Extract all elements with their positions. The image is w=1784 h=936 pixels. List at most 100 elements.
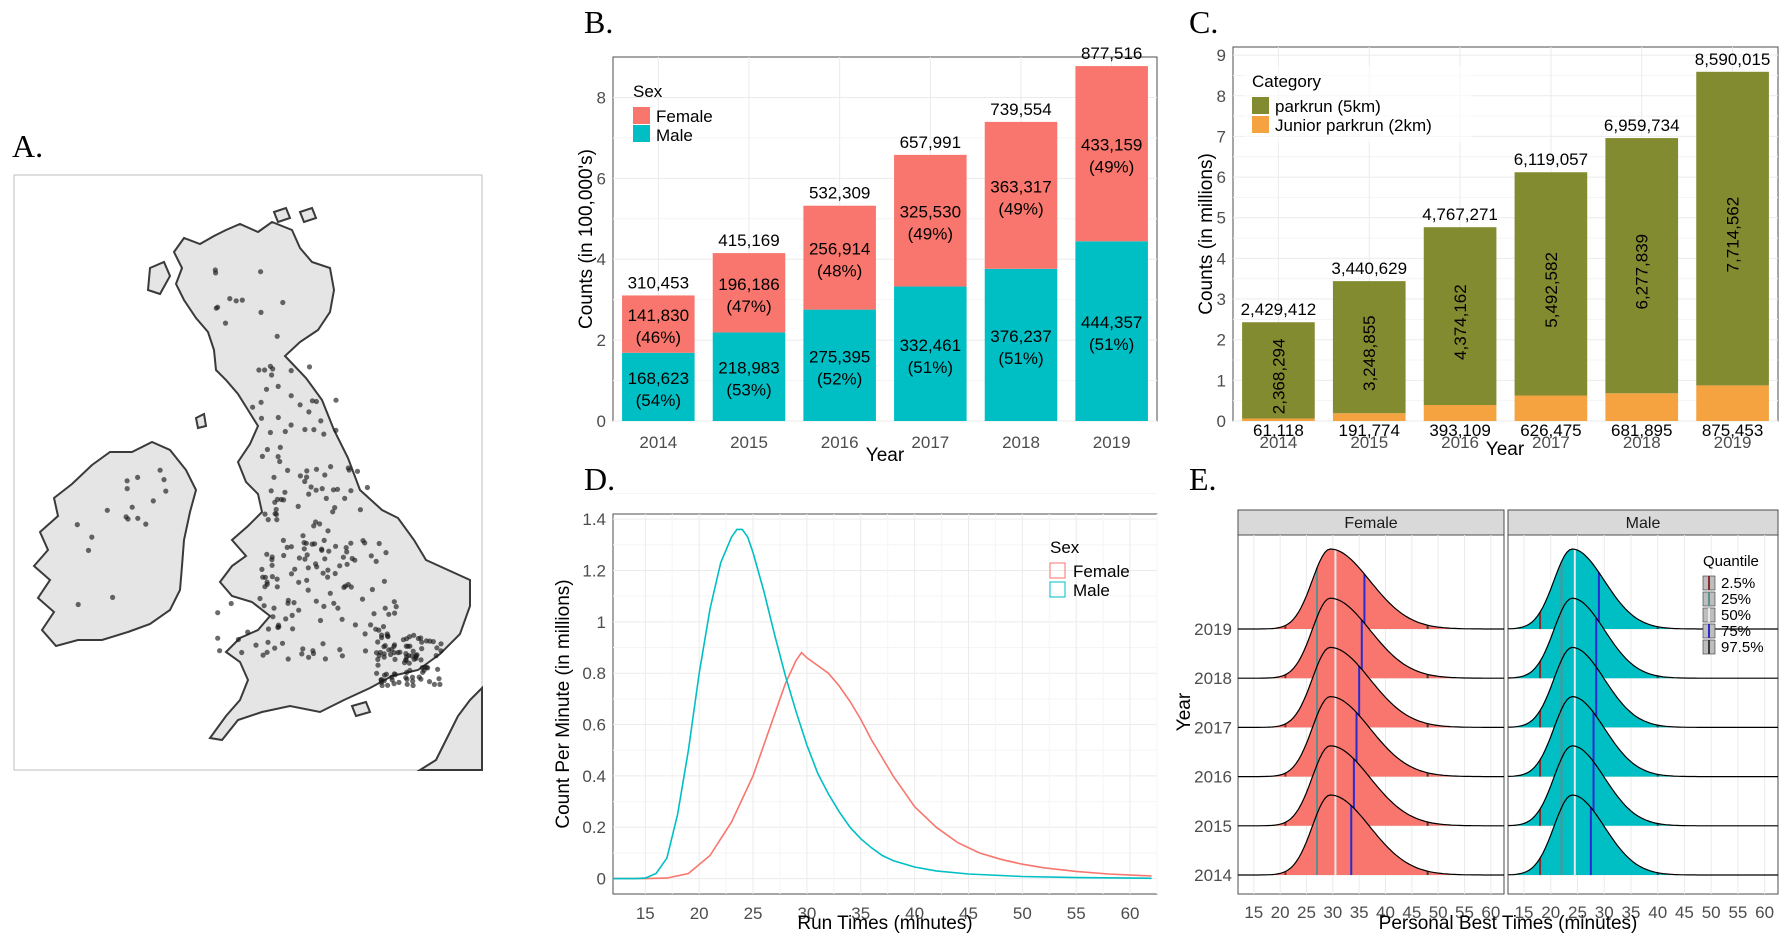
- location-dot: [261, 603, 267, 609]
- location-dot: [135, 515, 141, 521]
- y-axis-title-e: Year: [1174, 692, 1195, 731]
- bar-male-2019: [1075, 241, 1148, 421]
- ridge-outline: [1238, 646, 1504, 728]
- percent-label: (51%): [1089, 335, 1134, 354]
- y-tick-label: 2: [597, 331, 606, 350]
- x-tick-label: 15: [1515, 903, 1534, 922]
- y-tick-label: 8: [597, 88, 606, 107]
- x-tick-label: 55: [1728, 903, 1747, 922]
- y-tick-label: 2014: [1194, 866, 1232, 885]
- bar-male-2018: [984, 268, 1058, 421]
- ridge-outline: [1507, 646, 1778, 728]
- location-dot: [290, 626, 296, 632]
- location-dot: [344, 549, 350, 555]
- location-dot: [379, 682, 385, 689]
- location-dot: [319, 547, 325, 553]
- location-dot: [318, 418, 324, 424]
- location-dot: [323, 495, 329, 501]
- ridge-outline: [1507, 794, 1778, 876]
- location-dot: [296, 579, 302, 585]
- location-dot: [313, 519, 319, 525]
- location-dot: [362, 631, 368, 637]
- y-tick-label: 2017: [1194, 718, 1232, 737]
- x-tick-label: 2018: [1623, 433, 1661, 452]
- location-dot: [262, 584, 268, 590]
- location-dot: [362, 648, 369, 654]
- location-dot: [274, 517, 280, 523]
- location-dot: [368, 553, 374, 559]
- location-dot: [280, 537, 286, 544]
- y-axis-title-c: Counts (in millions): [1196, 153, 1217, 315]
- location-dot: [437, 681, 443, 688]
- percent-label: (48%): [817, 262, 862, 281]
- location-dot: [281, 497, 287, 503]
- location-dot: [288, 422, 294, 428]
- legend-title-d: Sex: [1050, 538, 1080, 557]
- location-dot: [306, 654, 312, 660]
- value-label: 433,159: [1081, 136, 1142, 155]
- ridge-outline: [1238, 548, 1504, 630]
- location-dot: [275, 454, 281, 460]
- y-tick-label: 0: [1217, 412, 1226, 431]
- location-dot: [381, 578, 387, 584]
- location-dot: [325, 574, 331, 580]
- location-dot: [104, 507, 110, 513]
- bar-junior-parkrun-2km--2016: [1423, 405, 1497, 421]
- location-dot: [310, 648, 316, 654]
- facet-label-male: Male: [1626, 515, 1661, 532]
- bars-b: 168,623 (54%) 141,830 (46%) 310,453 218,983 (5…: [622, 44, 1148, 421]
- location-dot: [384, 631, 390, 637]
- x-tick-label: 2019: [1093, 433, 1131, 452]
- percent-label: (47%): [726, 297, 771, 316]
- location-dot: [395, 650, 401, 656]
- percent-label: (51%): [908, 358, 953, 377]
- y-tick-label: 2019: [1194, 620, 1232, 639]
- location-dot: [267, 363, 273, 369]
- x-tick-label: 2015: [1350, 433, 1388, 452]
- location-dot: [364, 484, 370, 491]
- panel-label-a: A.: [12, 128, 43, 164]
- legend-label-quantile: 75%: [1721, 623, 1751, 640]
- location-dot: [269, 372, 275, 378]
- location-dot: [272, 645, 278, 651]
- x-tick-label: 50: [1429, 903, 1448, 922]
- location-dot: [282, 489, 288, 495]
- legend-swatch-female-d: [1049, 562, 1066, 579]
- y-tick-label: 1: [1217, 371, 1226, 390]
- location-dot: [348, 488, 354, 494]
- location-dot: [413, 655, 419, 662]
- location-dot: [375, 639, 381, 645]
- x-axis-title-d: Run Times (minutes): [797, 913, 972, 934]
- location-dot: [268, 488, 274, 494]
- bar-junior-parkrun-2km--2014: [1242, 418, 1315, 421]
- percent-label: (51%): [998, 349, 1043, 368]
- location-dot: [410, 678, 416, 684]
- location-dot: [386, 611, 392, 617]
- y-tick-label: 0.6: [582, 716, 606, 735]
- location-dot: [311, 523, 317, 529]
- x-tick-label: 35: [1350, 903, 1369, 922]
- location-dot: [277, 444, 283, 450]
- location-dot: [321, 431, 327, 437]
- y-tick-label: 2: [1217, 331, 1226, 350]
- location-dot: [296, 555, 302, 561]
- location-dot: [297, 473, 303, 479]
- location-dot: [282, 428, 288, 435]
- parkrun-value-label: 7,714,562: [1724, 197, 1743, 273]
- location-dot: [270, 614, 276, 620]
- location-dot: [334, 486, 341, 492]
- total-label-2014: 310,453: [628, 273, 689, 292]
- location-dot: [393, 604, 399, 610]
- location-dot: [304, 468, 310, 474]
- y-axis-title-b: Counts (in 100,000's): [576, 149, 597, 329]
- percent-label: (53%): [726, 381, 771, 400]
- location-dot: [339, 653, 345, 659]
- location-dot: [354, 468, 361, 474]
- y-tick-label: 7: [1217, 127, 1226, 146]
- junior-value-label: 393,109: [1429, 421, 1490, 440]
- location-dot: [404, 676, 410, 683]
- location-dot: [235, 636, 241, 643]
- y-tick-label: 6: [1217, 168, 1226, 187]
- location-dot: [297, 402, 303, 408]
- location-dot: [404, 681, 410, 687]
